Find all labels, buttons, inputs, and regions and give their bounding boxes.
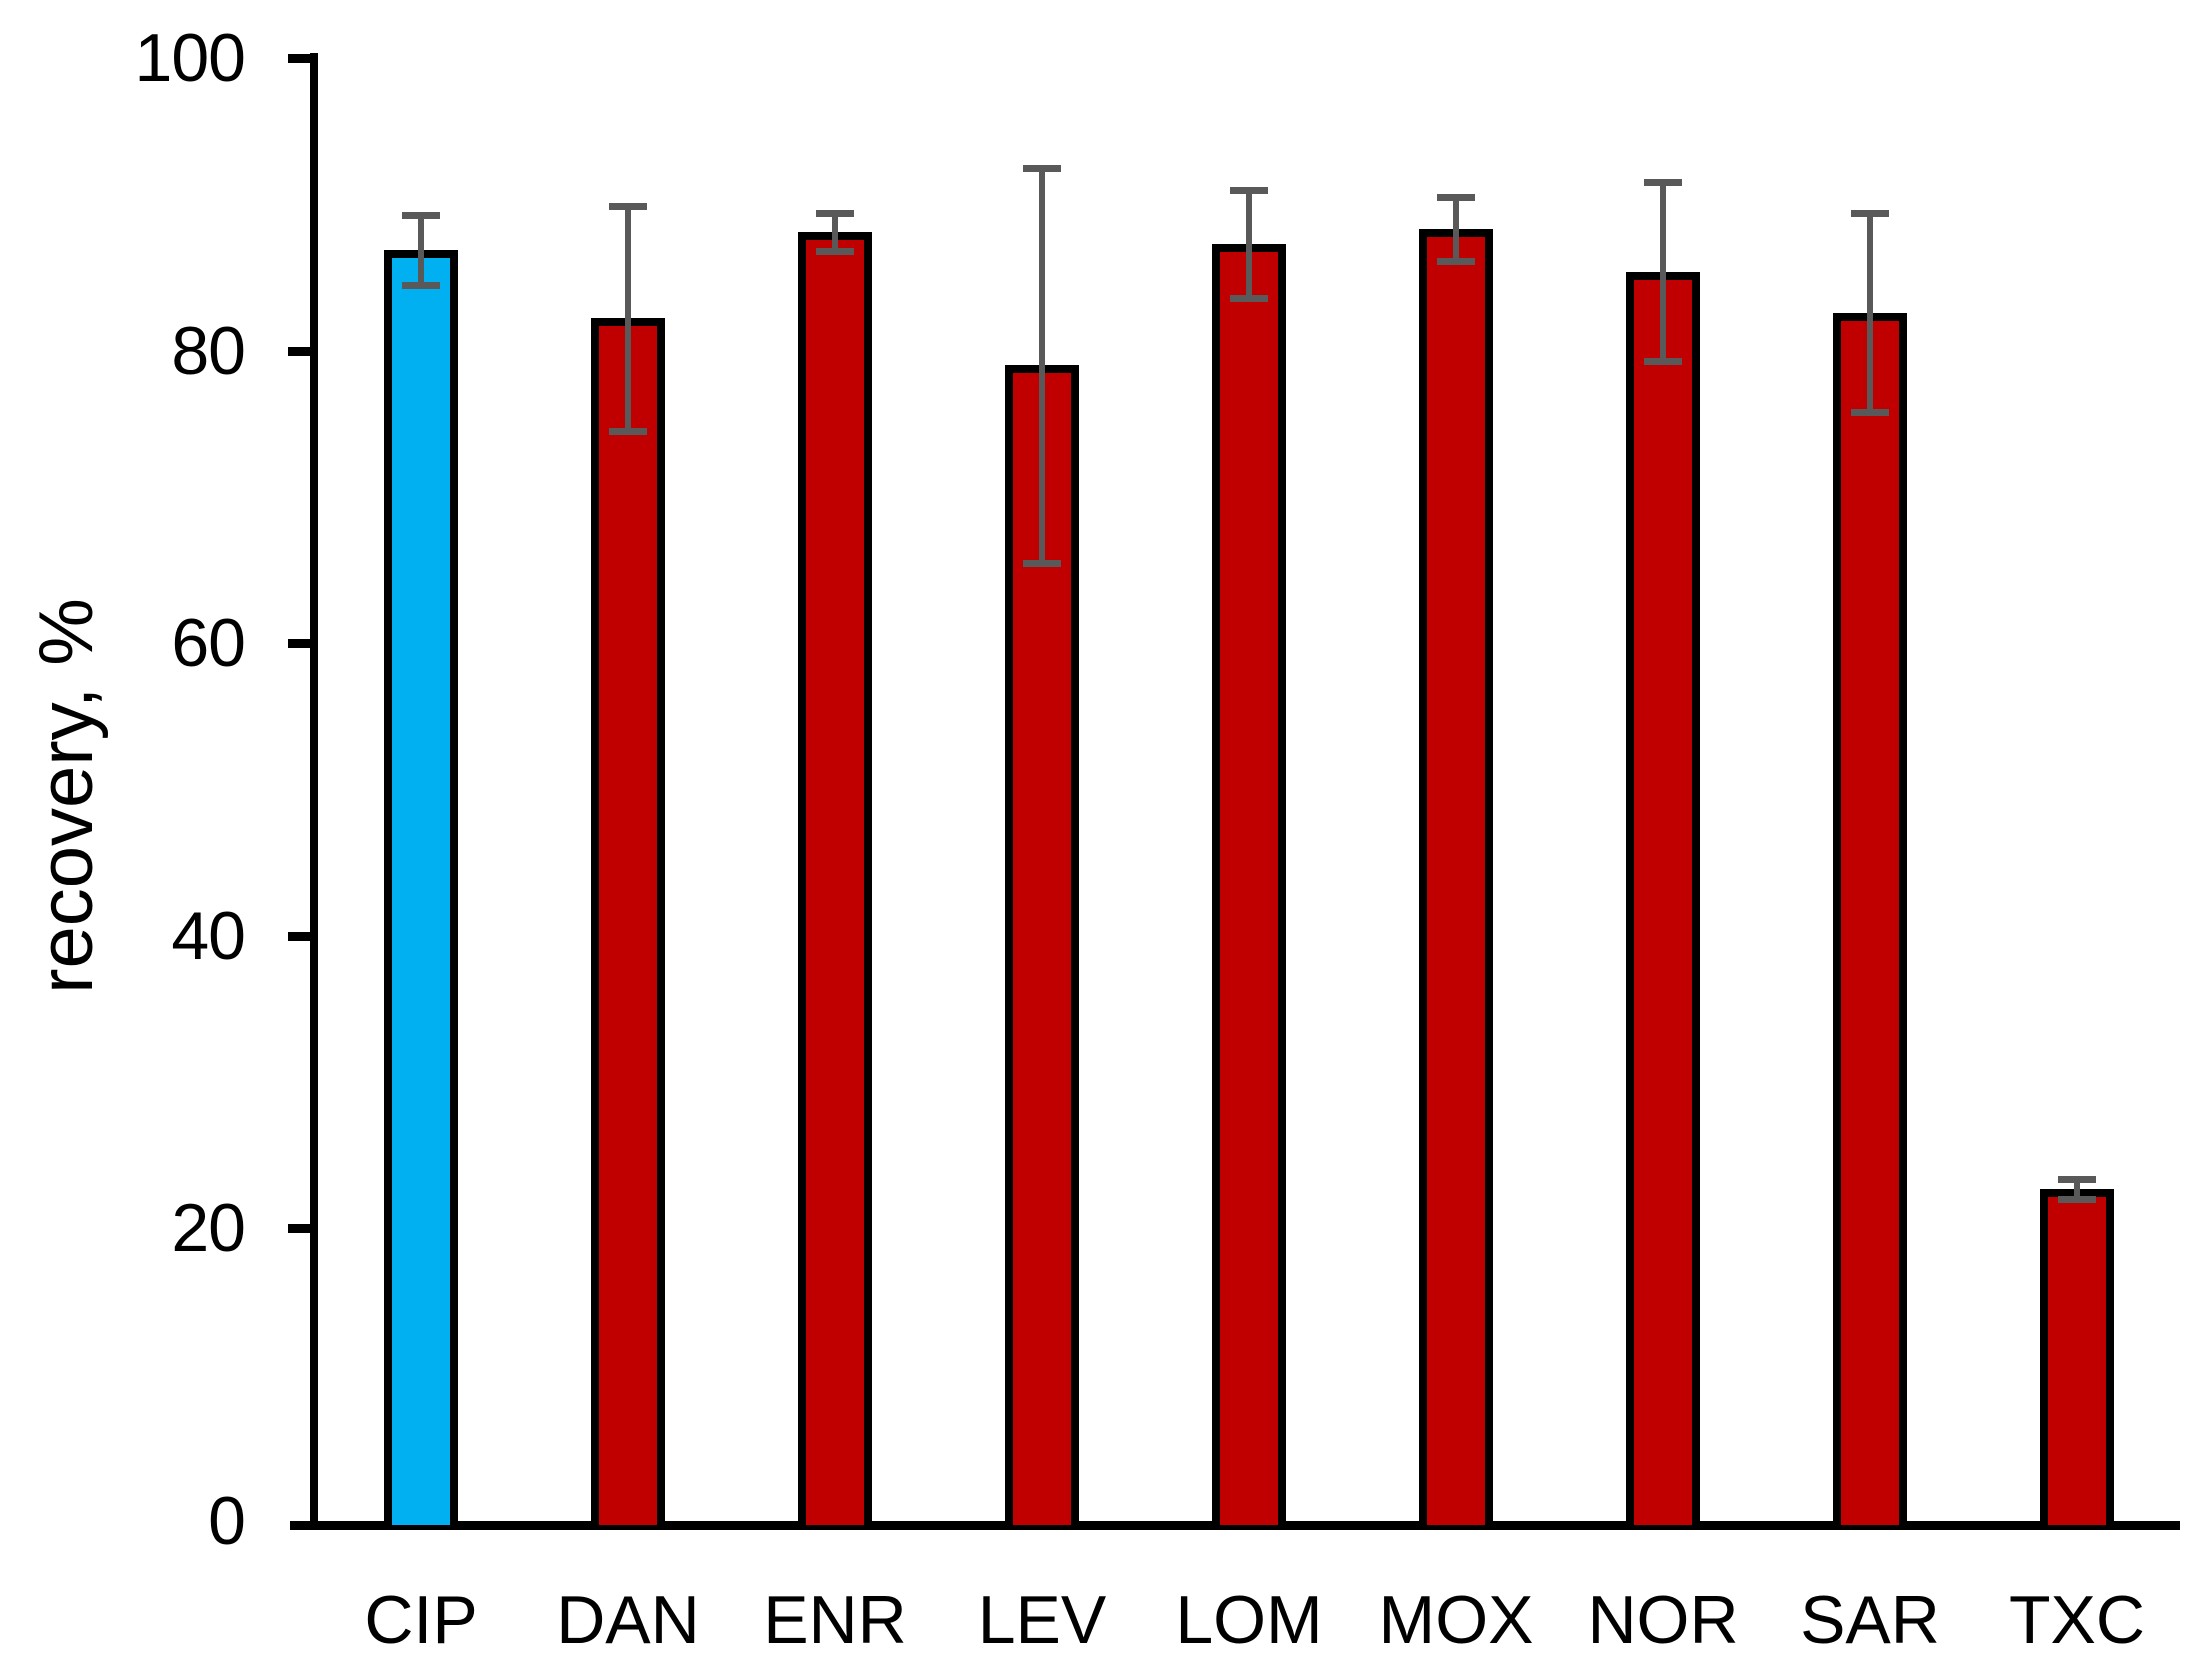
x-category-label-LEV: LEV — [977, 1582, 1107, 1658]
x-category-label-DAN: DAN — [556, 1582, 700, 1658]
y-axis-title: recovery, % — [24, 598, 109, 994]
error-cap-bottom-LOM — [1230, 295, 1268, 302]
error-cap-top-TXC — [2058, 1176, 2096, 1183]
error-cap-top-SAR — [1851, 210, 1889, 217]
y-tick-40 — [288, 932, 318, 941]
error-cap-top-LEV — [1023, 165, 1061, 172]
y-tick-label-100: 100 — [134, 20, 246, 96]
error-cap-bottom-LEV — [1023, 560, 1061, 567]
x-category-label-TXC: TXC — [2009, 1582, 2145, 1658]
error-cap-top-ENR — [816, 210, 854, 217]
error-cap-top-DAN — [609, 203, 647, 210]
bar-CIP — [384, 250, 458, 1525]
bar-TXC — [2040, 1189, 2114, 1525]
error-cap-bottom-DAN — [609, 428, 647, 435]
error-cap-bottom-CIP — [402, 282, 440, 289]
error-bar-SAR — [1867, 213, 1873, 412]
error-cap-bottom-SAR — [1851, 409, 1889, 416]
x-axis-line — [290, 1521, 2180, 1530]
y-tick-label-60: 60 — [171, 605, 246, 681]
bar-LOM — [1212, 244, 1286, 1525]
bar-SAR — [1833, 313, 1907, 1525]
error-cap-top-MOX — [1437, 194, 1475, 201]
error-bar-ENR — [832, 213, 838, 251]
error-bar-CIP — [418, 215, 424, 285]
bar-NOR — [1626, 272, 1700, 1525]
error-cap-bottom-NOR — [1644, 358, 1682, 365]
bar-MOX — [1419, 229, 1493, 1525]
x-category-label-NOR: NOR — [1587, 1582, 1739, 1658]
x-category-label-LOM: LOM — [1175, 1582, 1323, 1658]
error-bar-NOR — [1660, 182, 1666, 361]
bar-ENR — [798, 232, 872, 1525]
error-cap-bottom-ENR — [816, 248, 854, 255]
x-category-label-SAR: SAR — [1800, 1582, 1940, 1658]
error-bar-MOX — [1453, 197, 1459, 261]
error-cap-top-NOR — [1644, 179, 1682, 186]
error-bar-DAN — [625, 206, 631, 431]
y-tick-label-80: 80 — [171, 313, 246, 389]
bar-DAN — [591, 318, 665, 1525]
error-cap-bottom-MOX — [1437, 258, 1475, 265]
y-tick-60 — [288, 639, 318, 648]
y-tick-label-40: 40 — [171, 898, 246, 974]
error-bar-LOM — [1246, 190, 1252, 298]
y-tick-label-20: 20 — [171, 1190, 246, 1266]
x-category-label-ENR: ENR — [763, 1582, 907, 1658]
y-axis-line — [310, 53, 318, 1530]
x-category-label-CIP: CIP — [364, 1582, 478, 1658]
y-tick-100 — [288, 54, 318, 63]
error-bar-LEV — [1039, 168, 1045, 563]
y-tick-80 — [288, 347, 318, 356]
error-bar-TXC — [2074, 1179, 2080, 1199]
error-cap-top-CIP — [402, 212, 440, 219]
error-cap-bottom-TXC — [2058, 1196, 2096, 1203]
error-cap-top-LOM — [1230, 187, 1268, 194]
y-tick-label-0: 0 — [208, 1483, 246, 1559]
y-tick-20 — [288, 1224, 318, 1233]
x-category-label-MOX: MOX — [1378, 1582, 1534, 1658]
